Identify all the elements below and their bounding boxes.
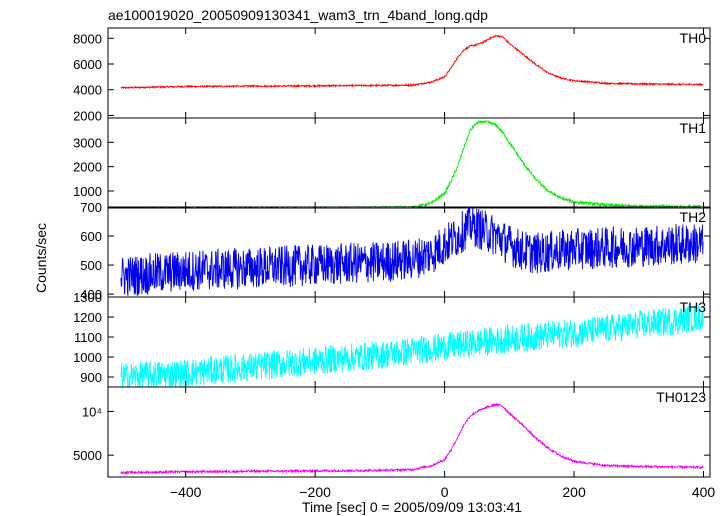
y-tick-label: 600 <box>80 229 102 244</box>
panel-frame <box>107 27 711 119</box>
series-line-th1 <box>121 119 704 208</box>
series-line-th2 <box>120 207 704 297</box>
series-label-th3: TH3 <box>680 299 707 315</box>
y-tick-label: 5000 <box>73 448 102 463</box>
x-tick-label: 200 <box>562 484 586 500</box>
y-tick-label: 3000 <box>73 135 102 150</box>
x-tick-label: 400 <box>692 484 716 500</box>
panel-frame <box>107 296 711 388</box>
series-line-th0 <box>120 34 704 90</box>
y-tick-label: 500 <box>80 258 102 273</box>
y-axis-label: Counts/sec <box>33 223 49 293</box>
y-tick-label: 4000 <box>73 83 102 98</box>
panel-frame <box>107 386 711 478</box>
series-line-th3 <box>120 304 704 387</box>
panels: TH0 8000 6000 4000 2000 TH1 3000 2000 1000 TH2 700… <box>73 27 711 478</box>
panel-th3: TH3 1300 1200 1100 1000 900 <box>73 290 711 388</box>
series-label-th1: TH1 <box>680 120 707 136</box>
y-tick-label: 2000 <box>73 160 102 175</box>
y-tick-label: 2000 <box>73 108 102 123</box>
y-tick-label: 6000 <box>73 57 102 72</box>
panel-th1: TH1 3000 2000 1000 <box>73 117 711 209</box>
y-tick-label: 1300 <box>73 290 102 305</box>
y-tick-label: 8000 <box>73 31 102 46</box>
y-tick-label: 400 <box>80 287 102 302</box>
panel-th2: TH2 700 600 500 400 <box>80 200 711 302</box>
y-tick-label: 1000 <box>73 350 102 365</box>
series-line-th0123 <box>120 402 704 475</box>
y-tick-label: 1000 <box>73 184 102 199</box>
series-label-th2: TH2 <box>680 209 707 225</box>
y-tick-label: 10⁴ <box>82 404 102 419</box>
x-tick-label: −400 <box>170 484 202 500</box>
x-tick-label: 0 <box>441 484 449 500</box>
series-label-th0: TH0 <box>680 30 707 46</box>
x-tick-label: −200 <box>299 484 331 500</box>
y-tick-label: 1200 <box>73 310 102 325</box>
y-tick-label: 1100 <box>74 330 102 345</box>
x-axis: −400 −200 0 200 400 <box>170 484 716 500</box>
panel-frame <box>107 117 711 209</box>
y-tick-label: 700 <box>80 200 102 215</box>
y-tick-label: 900 <box>80 370 102 385</box>
series-label-th0123: TH0123 <box>656 389 706 405</box>
x-axis-label: Time [sec] 0 = 2005/09/09 13:03:41 <box>302 499 522 515</box>
panel-th0: TH0 8000 6000 4000 2000 <box>73 27 711 123</box>
chart-title: ae100019020_20050909130341_wam3_trn_4ban… <box>108 7 488 23</box>
panel-th0123: TH0123 10⁴ 5000 <box>73 386 711 478</box>
